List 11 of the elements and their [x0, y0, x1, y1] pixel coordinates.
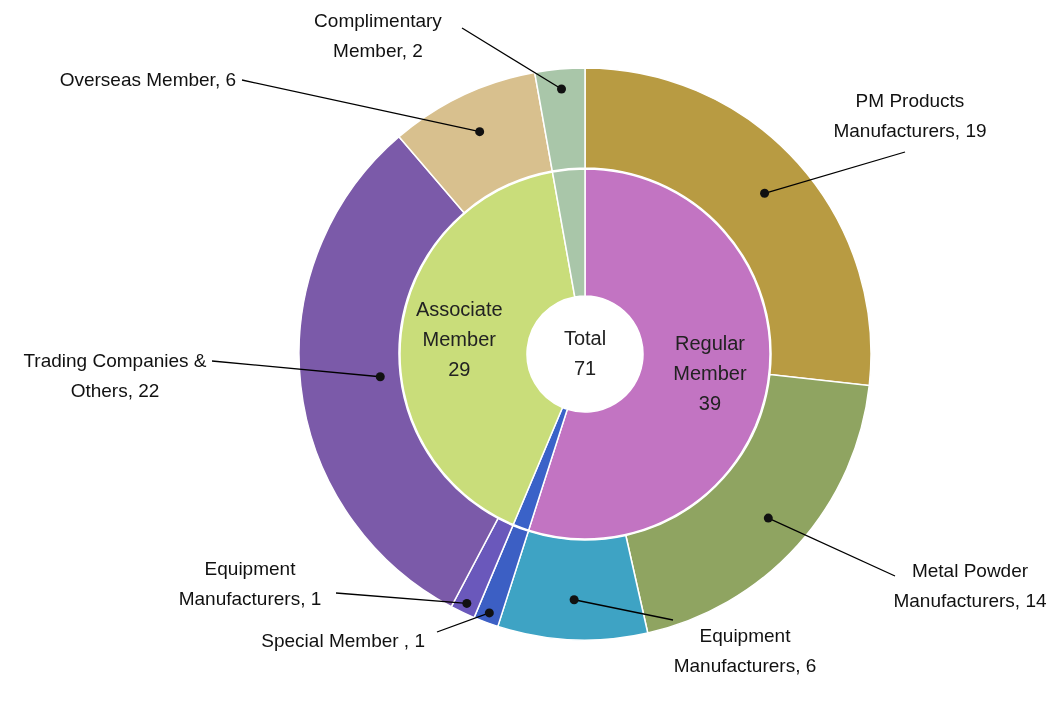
- text: Total 71: [563, 327, 607, 379]
- slice-label: Metal Powder Manufacturers, 14: [893, 560, 1047, 611]
- slice-label: Equipment Manufacturers, 6: [673, 625, 817, 676]
- slice-label: Associate Member 29: [415, 298, 503, 381]
- slice-label: Regular Member 39: [673, 331, 747, 414]
- slice-label: Complimentary Member, 2: [314, 10, 443, 61]
- slice-label: Overseas Member, 6: [59, 69, 236, 90]
- slice-label: Trading Companies & Others, 22: [23, 350, 207, 401]
- slice-label: PM Products Manufacturers, 19: [833, 90, 987, 141]
- slice-label: Special Member , 1: [261, 630, 425, 651]
- slice-label: Equipment Manufacturers, 1: [178, 558, 322, 609]
